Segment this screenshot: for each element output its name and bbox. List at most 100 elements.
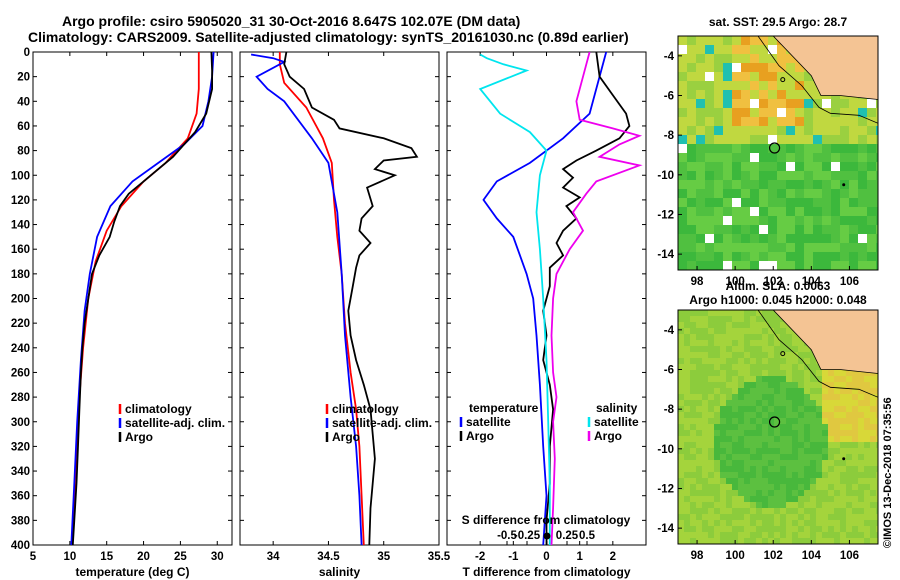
sst_map-cell — [705, 90, 714, 99]
sst_map-cell — [678, 90, 687, 99]
sla_map-cell — [678, 484, 684, 490]
depth-tick-label: 380 — [11, 515, 30, 527]
depth-tick-label: 100 — [11, 170, 30, 182]
depth-tick-label: 40 — [17, 96, 30, 108]
sst_map-cell — [732, 243, 741, 252]
sla_map-cell — [792, 478, 798, 484]
sla_map-cell — [768, 436, 774, 442]
sla_map-cell — [684, 388, 690, 394]
sla_map-cell — [732, 382, 738, 388]
sla_map-cell — [726, 400, 732, 406]
sla_map-cell — [678, 370, 684, 376]
temperature-panel: 5 10 15 20 25 3002040608010012014016018020022… — [11, 47, 233, 579]
sla_map-cell — [732, 508, 738, 514]
sla_map-cell — [858, 436, 864, 442]
sla_map-cell — [870, 526, 876, 532]
sst_map-frame — [677, 35, 879, 271]
sst_map-cell — [813, 126, 822, 135]
sla_map-cell — [702, 532, 708, 538]
sla_map-cell — [690, 514, 696, 520]
sst_map-cell — [777, 45, 786, 54]
sst_map-cell — [750, 225, 759, 234]
sst_map-cell — [696, 216, 705, 225]
sst_map-cell — [741, 108, 750, 117]
sla_map-cell — [690, 388, 696, 394]
sst_map-cell — [696, 63, 705, 72]
sla_map-cell — [840, 406, 846, 412]
sla_map-cell — [696, 448, 702, 454]
sla_map-cell — [834, 376, 840, 382]
sla_map-cell — [726, 394, 732, 400]
sla_map-cell — [840, 448, 846, 454]
figure-title-line2: Climatology: CARS2009. Satellite-adjuste… — [28, 29, 629, 45]
sla_map-cell — [864, 454, 870, 460]
sla_map-cell — [726, 340, 732, 346]
sst_map-cell — [768, 72, 777, 81]
sst_map-cell — [750, 153, 759, 162]
sla_map-cell — [798, 394, 804, 400]
sla_map-cell — [756, 460, 762, 466]
sla_map-cell — [864, 508, 870, 514]
sst_map-cell — [867, 216, 876, 225]
sla_map-cell — [720, 370, 726, 376]
sst_map-cell — [858, 144, 867, 153]
sla_map-cell — [726, 364, 732, 370]
sla_map-cell — [780, 424, 786, 430]
sla_map-cell — [684, 532, 690, 538]
sla_map-cell — [756, 538, 762, 544]
sla_map-cell — [840, 430, 846, 436]
sla_map-cell — [876, 442, 878, 448]
sst_map-cell — [723, 252, 732, 261]
sla_map-cell — [858, 538, 864, 544]
sla_map-cell — [864, 394, 870, 400]
sst_map-xtick-label: 102 — [764, 276, 783, 288]
sst_map-cell — [696, 45, 705, 54]
sla_map-cell — [774, 376, 780, 382]
sst_map-cell — [705, 36, 714, 45]
sst_map-cell — [858, 261, 867, 270]
sst_map-cell — [867, 135, 876, 144]
sla_map-cell — [756, 454, 762, 460]
sla_map-cell — [768, 376, 774, 382]
sst_map-cell — [804, 81, 813, 90]
sla_map-cell — [792, 424, 798, 430]
sla_map-cell — [690, 328, 696, 334]
sla_map-cell — [870, 430, 876, 436]
sla_map-cell — [828, 526, 834, 532]
sla_map-cell — [792, 412, 798, 418]
sla_map-cell — [702, 496, 708, 502]
sla_map-cell — [780, 520, 786, 526]
sla_map-cell — [756, 502, 762, 508]
sla_map-cell — [822, 502, 828, 508]
sla_map-cell — [804, 472, 810, 478]
sst_map-cell — [786, 72, 795, 81]
sst_map-cell — [768, 36, 777, 45]
sla_map-cell — [678, 346, 684, 352]
sst_map-cell — [768, 117, 777, 126]
sla_map-cell — [762, 520, 768, 526]
sla_map-cell — [852, 520, 858, 526]
sla_map-cell — [684, 394, 690, 400]
sla_map-cell — [816, 526, 822, 532]
sst_map-cell — [741, 189, 750, 198]
sla_map-cell — [774, 442, 780, 448]
sla_map-cell — [858, 370, 864, 376]
sla_map-cell — [690, 406, 696, 412]
sla_map-cell — [708, 364, 714, 370]
sla_map-cell — [708, 334, 714, 340]
sla_map-cell — [702, 466, 708, 472]
sst_map-cell — [732, 36, 741, 45]
sla_map-cell — [870, 490, 876, 496]
sla_map-cell — [708, 466, 714, 472]
sla_map-cell — [834, 508, 840, 514]
sla_map-cell — [876, 478, 878, 484]
sla_map-subtitle: Argo h1000: 0.045 h2000: 0.048 — [689, 293, 867, 307]
sla_map-cell — [780, 490, 786, 496]
sla_map-cell — [726, 508, 732, 514]
sla_map-cell — [750, 388, 756, 394]
sla_map-cell — [858, 448, 864, 454]
sla_map-cell — [678, 400, 684, 406]
sla_map-cell — [744, 340, 750, 346]
sla_map-cell — [810, 394, 816, 400]
sla_map-cell — [750, 424, 756, 430]
